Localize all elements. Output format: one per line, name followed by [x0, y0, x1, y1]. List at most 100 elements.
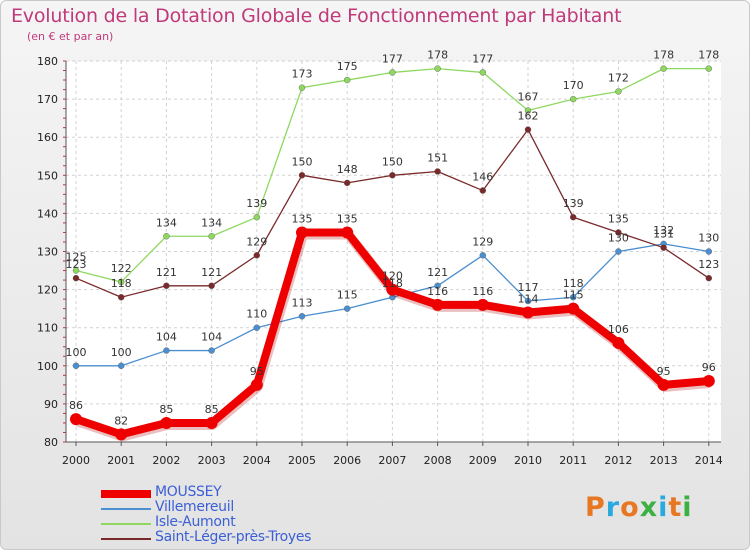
data-point-moussey	[341, 226, 354, 239]
data-label-moussey: 96	[702, 361, 716, 374]
legend: MOUSSEY Villemereuil Isle-Aumont Saint-Lége…	[101, 484, 361, 546]
chart-subtitle: (en € et par an)	[27, 30, 114, 43]
data-point-villemereuil	[298, 313, 306, 320]
data-point-saint-leger-pres-troyes	[344, 179, 351, 187]
data-point-moussey	[476, 298, 489, 311]
data-point-saint-leger-pres-troyes	[208, 282, 215, 289]
data-point-saint-leger-pres-troyes	[389, 172, 396, 179]
y-tick-label: 150	[37, 169, 58, 182]
data-label-isle-aumont: 122	[111, 262, 132, 275]
legend-item: MOUSSEY	[101, 484, 361, 501]
data-point-saint-leger-pres-troyes	[660, 244, 667, 251]
data-point-moussey	[431, 298, 444, 311]
data-label-villemereuil: 104	[156, 331, 177, 344]
data-label-isle-aumont: 134	[156, 216, 177, 229]
legend-label: Isle-Aumont	[155, 514, 236, 530]
x-tick-label: 2004	[243, 454, 271, 467]
data-point-isle-aumont	[705, 65, 712, 72]
data-label-saint-leger-pres-troyes: 123	[66, 258, 87, 271]
data-label-isle-aumont: 175	[337, 60, 358, 73]
data-label-villemereuil: 130	[698, 232, 719, 245]
y-tick-label: 140	[37, 207, 58, 220]
data-label-moussey: 86	[69, 399, 83, 412]
data-point-villemereuil	[253, 324, 261, 331]
y-tick-label: 110	[37, 322, 58, 335]
x-tick-label: 2003	[198, 454, 226, 467]
data-point-saint-leger-pres-troyes	[570, 214, 577, 221]
data-label-saint-leger-pres-troyes: 148	[337, 163, 358, 176]
data-label-moussey: 82	[114, 414, 128, 427]
data-label-villemereuil: 115	[337, 289, 358, 302]
data-label-villemereuil: 118	[382, 277, 403, 290]
data-label-saint-leger-pres-troyes: 123	[698, 258, 719, 271]
data-point-villemereuil	[615, 248, 622, 255]
logo-letter: i	[658, 492, 669, 523]
data-label-moussey: 95	[657, 365, 671, 378]
data-point-isle-aumont	[163, 233, 170, 240]
data-point-isle-aumont	[660, 65, 667, 72]
data-label-villemereuil: 113	[292, 296, 313, 309]
data-point-isle-aumont	[524, 107, 532, 114]
data-point-moussey	[386, 283, 399, 296]
data-point-saint-leger-pres-troyes	[163, 282, 170, 289]
data-point-isle-aumont	[389, 69, 396, 76]
proxiti-logo: Proxiti	[585, 492, 693, 523]
chart-title: Evolution de la Dotation Globale de Fonc…	[11, 5, 622, 27]
data-point-saint-leger-pres-troyes	[253, 252, 261, 259]
data-point-moussey	[296, 226, 308, 239]
y-tick-label: 100	[37, 360, 58, 373]
data-point-villemereuil	[163, 347, 170, 354]
data-label-isle-aumont: 178	[698, 49, 719, 62]
data-point-saint-leger-pres-troyes	[434, 168, 441, 175]
data-point-moussey	[115, 428, 128, 441]
data-label-moussey: 115	[563, 289, 584, 302]
data-point-moussey	[657, 378, 670, 391]
logo-letter: i	[682, 492, 693, 523]
data-point-villemereuil	[434, 282, 441, 289]
data-point-moussey	[160, 416, 173, 429]
data-label-saint-leger-pres-troyes: 121	[201, 266, 222, 279]
data-label-moussey: 85	[205, 403, 219, 416]
data-point-saint-leger-pres-troyes	[298, 172, 306, 179]
data-label-isle-aumont: 177	[472, 52, 493, 65]
data-label-moussey: 120	[382, 270, 403, 283]
data-label-villemereuil: 104	[201, 331, 222, 344]
data-label-isle-aumont: 139	[246, 197, 267, 210]
data-point-villemereuil	[570, 294, 577, 301]
x-tick-label: 2010	[514, 454, 542, 467]
data-point-saint-leger-pres-troyes	[479, 187, 486, 194]
data-label-saint-leger-pres-troyes: 121	[156, 266, 177, 279]
x-tick-label: 2012	[604, 454, 632, 467]
data-label-moussey: 116	[472, 285, 493, 298]
data-label-isle-aumont: 172	[608, 71, 629, 84]
data-point-isle-aumont	[72, 267, 80, 274]
data-label-saint-leger-pres-troyes: 139	[563, 197, 584, 210]
data-label-isle-aumont: 125	[66, 251, 87, 264]
data-label-isle-aumont: 167	[518, 91, 539, 104]
x-tick-label: 2002	[152, 454, 180, 467]
data-label-saint-leger-pres-troyes: 150	[382, 155, 403, 168]
y-tick-label: 130	[37, 246, 58, 259]
data-label-saint-leger-pres-troyes: 151	[427, 151, 448, 164]
x-tick-label: 2013	[650, 454, 678, 467]
data-point-villemereuil	[208, 347, 215, 354]
logo-letter: t	[668, 492, 683, 523]
legend-label: MOUSSEY	[155, 484, 222, 500]
data-label-saint-leger-pres-troyes: 135	[608, 212, 629, 225]
x-tick-label: 2006	[333, 454, 361, 467]
legend-swatch	[101, 523, 151, 525]
legend-label: Saint-Léger-près-Troyes	[155, 529, 312, 545]
logo-letter: o	[620, 492, 640, 523]
legend-swatch	[101, 508, 151, 510]
y-tick-label: 120	[37, 284, 58, 297]
legend-swatch	[101, 490, 151, 498]
data-label-villemereuil: 121	[427, 266, 448, 279]
logo-letter: r	[605, 492, 621, 523]
legend-swatch	[101, 538, 151, 540]
data-label-moussey: 135	[292, 212, 313, 225]
legend-item: Isle-Aumont	[101, 514, 361, 531]
legend-item: Villemereuil	[101, 499, 361, 516]
data-point-villemereuil	[705, 248, 712, 255]
data-label-moussey: 85	[159, 403, 173, 416]
